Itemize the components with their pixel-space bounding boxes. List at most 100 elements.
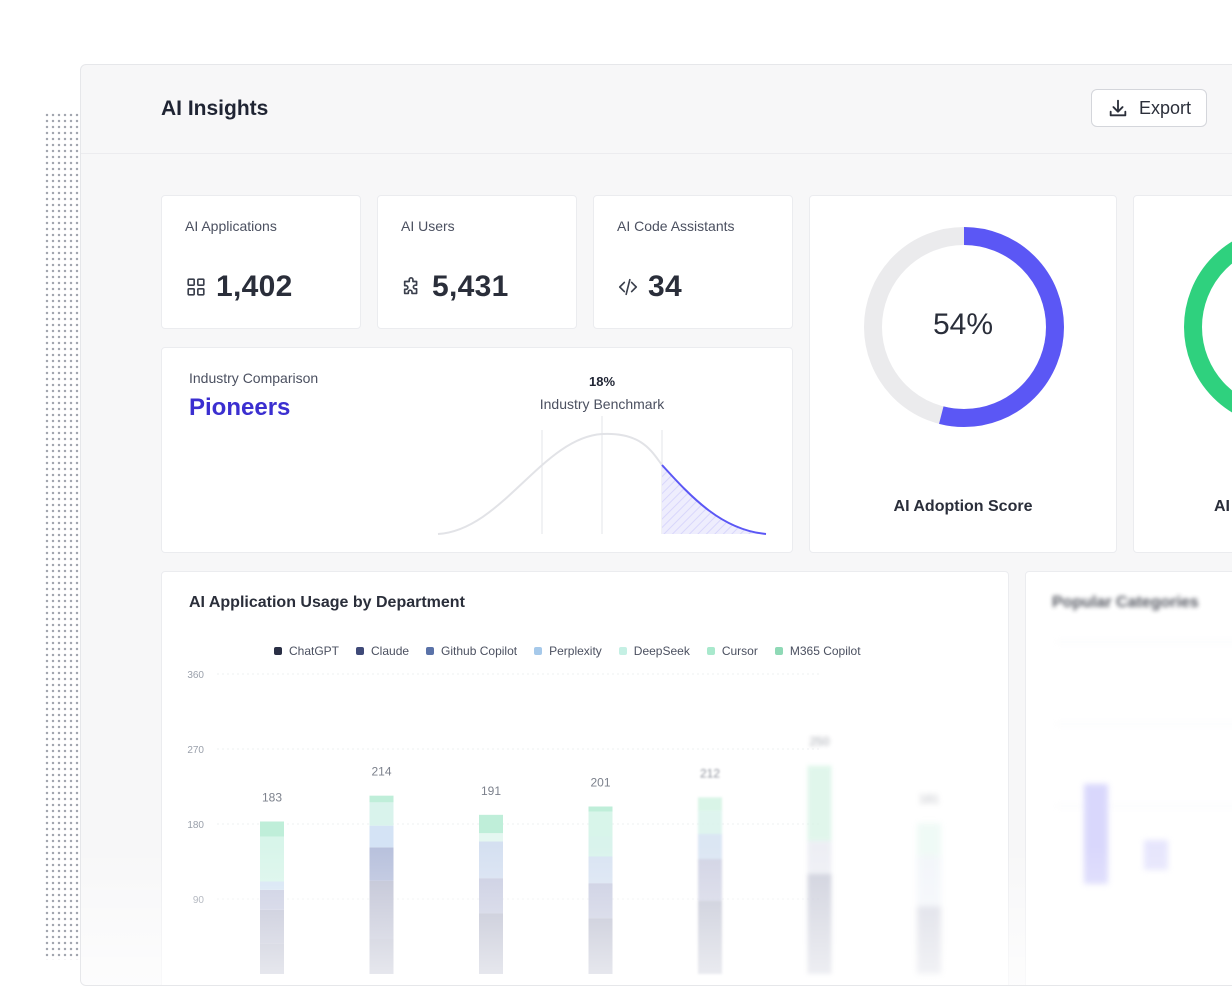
bell-curve-highlight — [661, 464, 767, 535]
chart-legend: ChatGPT Claude Github Copilot Perplexity… — [274, 644, 861, 658]
bar-group: 214 — [369, 765, 394, 974]
benchmark-percent: 18% — [588, 374, 616, 389]
y-tick-label: 360 — [187, 670, 204, 681]
usage-bar-chart: 360 270 180 90 183 214 191 201 212 250 181 — [187, 670, 941, 974]
header-bar: AI Insights Export — [81, 65, 1232, 154]
bar-segment — [260, 909, 284, 944]
donut-progress — [864, 227, 1064, 427]
distribution-curve — [437, 416, 767, 535]
bar-segment — [479, 913, 503, 974]
legend-item-cursor[interactable]: Cursor — [706, 644, 758, 658]
bar-segment — [588, 811, 613, 837]
bar-group: 212 — [698, 766, 722, 974]
bar-segment — [698, 797, 722, 811]
export-button-label: Export — [1138, 97, 1192, 118]
popular-categories-card: Popular Categories — [1025, 571, 1232, 985]
bar-total-label: 183 — [262, 791, 282, 805]
stat-label: AI Code Assistants — [617, 218, 735, 234]
stat-label: AI Applications — [185, 218, 277, 234]
bar-segment — [369, 825, 394, 848]
bar-total-label: 250 — [809, 735, 829, 749]
bar-segment — [698, 900, 722, 974]
page-title: AI Insights — [161, 97, 269, 120]
adoption-donut — [864, 227, 1064, 427]
stat-card-ai-users[interactable]: AI Users 5,431 — [377, 195, 577, 329]
stat-value: 34 — [648, 270, 682, 303]
bar-segment — [369, 880, 394, 939]
legend-swatch — [774, 647, 783, 655]
y-tick-label: 180 — [187, 820, 204, 831]
bar-total-label: 191 — [481, 784, 501, 798]
legend-item-github-copilot[interactable]: Github Copilot — [426, 644, 517, 658]
second-score-label: AI — [1214, 498, 1230, 515]
legend-swatch — [534, 647, 543, 655]
stat-label: AI Users — [401, 218, 455, 234]
bar-segment — [588, 918, 613, 974]
bar — [1144, 840, 1168, 870]
bar-group: 181 — [917, 792, 941, 974]
bar — [1084, 784, 1108, 884]
dashboard-window: AI Insights Export AI Applications 1,402… — [80, 64, 1232, 986]
bar-segment — [260, 889, 284, 910]
second-score-card: AI — [1133, 195, 1232, 553]
download-icon — [1109, 99, 1127, 117]
bar-total-label: 201 — [590, 776, 610, 790]
export-button[interactable]: Export — [1091, 89, 1207, 127]
industry-comparison-card: Industry Comparison Pioneers 18% Industr… — [161, 347, 793, 553]
bar-segment — [917, 856, 941, 907]
legend-swatch — [274, 647, 282, 655]
bar-group: 191 — [479, 784, 503, 974]
y-tick-label: 270 — [187, 745, 204, 756]
bar-segment — [479, 833, 503, 842]
legend-item-m365-copilot[interactable]: M365 Copilot — [774, 644, 861, 658]
benchmark-label: Industry Benchmark — [539, 396, 665, 412]
bar-segment — [807, 765, 832, 841]
legend-swatch — [356, 647, 365, 655]
bar-total-label: 181 — [919, 792, 939, 806]
code-icon — [618, 278, 638, 296]
popular-bar-chart — [1056, 641, 1232, 884]
legend-swatch — [426, 647, 435, 655]
y-tick-label: 90 — [193, 895, 205, 906]
legend-item-perplexity[interactable]: Perplexity — [534, 644, 602, 658]
stat-card-ai-applications[interactable]: AI Applications 1,402 — [161, 195, 361, 329]
bar-segment — [588, 856, 613, 884]
dot-pattern — [44, 112, 82, 960]
bar-segment — [260, 836, 284, 882]
bar-segment — [698, 859, 722, 901]
bar-segment — [698, 834, 722, 859]
bar-group: 201 — [588, 776, 613, 974]
legend-item-chatgpt[interactable]: ChatGPT — [274, 644, 339, 658]
adoption-score-card: 54% AI Adoption Score — [809, 195, 1117, 553]
puzzle-icon — [403, 277, 418, 295]
bar-group: 183 — [260, 791, 284, 974]
bar-segment — [260, 821, 284, 837]
legend-swatch — [706, 647, 715, 655]
bar-segment — [807, 874, 832, 974]
second-donut — [1184, 241, 1232, 413]
bar-segment — [369, 802, 394, 826]
usage-chart-title: AI Application Usage by Department — [189, 594, 465, 611]
bar-segment — [479, 814, 503, 834]
bar-segment — [698, 810, 722, 834]
bar-segment — [260, 943, 284, 974]
bar-segment — [917, 906, 941, 974]
popular-categories-title: Popular Categories — [1052, 594, 1199, 611]
bar-segment — [369, 795, 394, 803]
bar-segment — [807, 840, 832, 874]
bell-curve — [437, 432, 663, 535]
legend-item-claude[interactable]: Claude — [356, 644, 409, 658]
bar-segment — [479, 841, 503, 879]
industry-tier: Pioneers — [189, 394, 291, 421]
grid-icon — [187, 278, 205, 296]
bar-segment — [917, 823, 941, 857]
bar-segment — [369, 939, 394, 974]
pioneer-area — [662, 465, 766, 534]
stat-value: 1,402 — [216, 270, 293, 303]
legend-swatch — [618, 647, 627, 655]
bar-segment — [479, 878, 503, 914]
legend-item-deepseek[interactable]: DeepSeek — [618, 644, 690, 658]
adoption-score-value: 54% — [932, 308, 994, 341]
bar-group: 250 — [807, 735, 832, 974]
stat-card-ai-code-assistants[interactable]: AI Code Assistants 34 — [593, 195, 793, 329]
